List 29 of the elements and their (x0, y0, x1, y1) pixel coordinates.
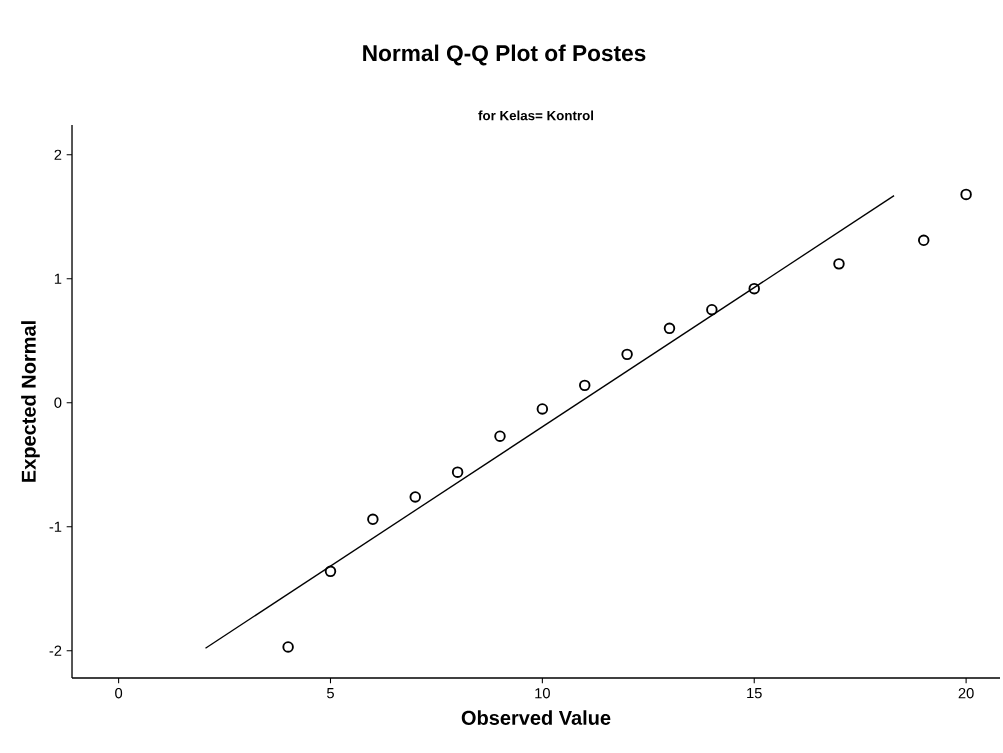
point (367, 513, 379, 526)
point (324, 565, 337, 578)
y-tick-label: 0 (54, 397, 62, 408)
point (579, 379, 591, 392)
point (663, 322, 676, 335)
x-tick-label: 0 (115, 688, 123, 699)
point (960, 188, 972, 201)
chart-title: Normal Q-Q Plot of Postes (363, 44, 646, 66)
point (917, 234, 930, 247)
point (494, 430, 506, 442)
point (536, 403, 549, 415)
y-tick-label: 2 (54, 149, 62, 160)
y-tick-label: -2 (49, 645, 62, 656)
y-axis-title: Expected Normal (21, 321, 40, 482)
y-tick-label: 1 (54, 273, 62, 284)
point (409, 491, 421, 503)
point (451, 466, 464, 478)
x-tick-label: 20 (958, 688, 974, 699)
point (748, 282, 760, 295)
point (282, 641, 294, 653)
y-tick-label: -1 (49, 521, 62, 532)
x-axis-title: Observed Value (461, 710, 611, 725)
point (833, 258, 845, 270)
point (706, 304, 718, 316)
x-tick-label: 15 (747, 688, 762, 699)
point (621, 348, 633, 361)
x-tick-label: 5 (327, 688, 334, 699)
chart-subtitle: for Kelas= Kontrol (478, 110, 594, 121)
x-tick-label: 10 (535, 688, 550, 699)
